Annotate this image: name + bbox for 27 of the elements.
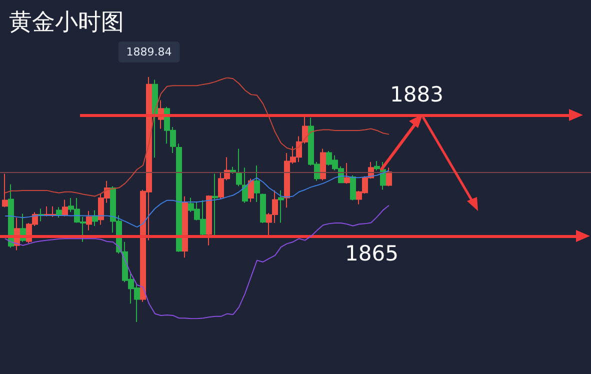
- candlestick: [206, 194, 212, 246]
- candlestick: [278, 190, 284, 224]
- chart-title: 黄金小时图: [9, 10, 124, 36]
- candlestick: [242, 167, 248, 204]
- candlestick: [344, 162, 350, 184]
- candlestick: [2, 173, 8, 208]
- candlestick: [92, 210, 98, 226]
- annotation: 1865: [345, 242, 398, 266]
- candlestick: [320, 148, 326, 181]
- candlestick: [182, 196, 188, 258]
- candlestick: [8, 184, 14, 248]
- candlestick: [254, 164, 260, 202]
- candlestick: [350, 174, 356, 201]
- candlestick: [86, 210, 92, 231]
- candlestick: [236, 148, 242, 187]
- candlestick: [152, 79, 158, 158]
- candlestick: [248, 178, 254, 202]
- annotation: 1889.84: [126, 46, 172, 58]
- candlestick: [386, 167, 392, 187]
- candlestick: [176, 143, 182, 252]
- candlestick: [212, 173, 218, 238]
- candlestick: [374, 160, 380, 171]
- candlestick: [260, 193, 266, 224]
- candlestick: [56, 206, 62, 218]
- candlestick: [62, 199, 68, 217]
- annotation: 1883: [390, 82, 444, 106]
- candlestick: [230, 166, 236, 174]
